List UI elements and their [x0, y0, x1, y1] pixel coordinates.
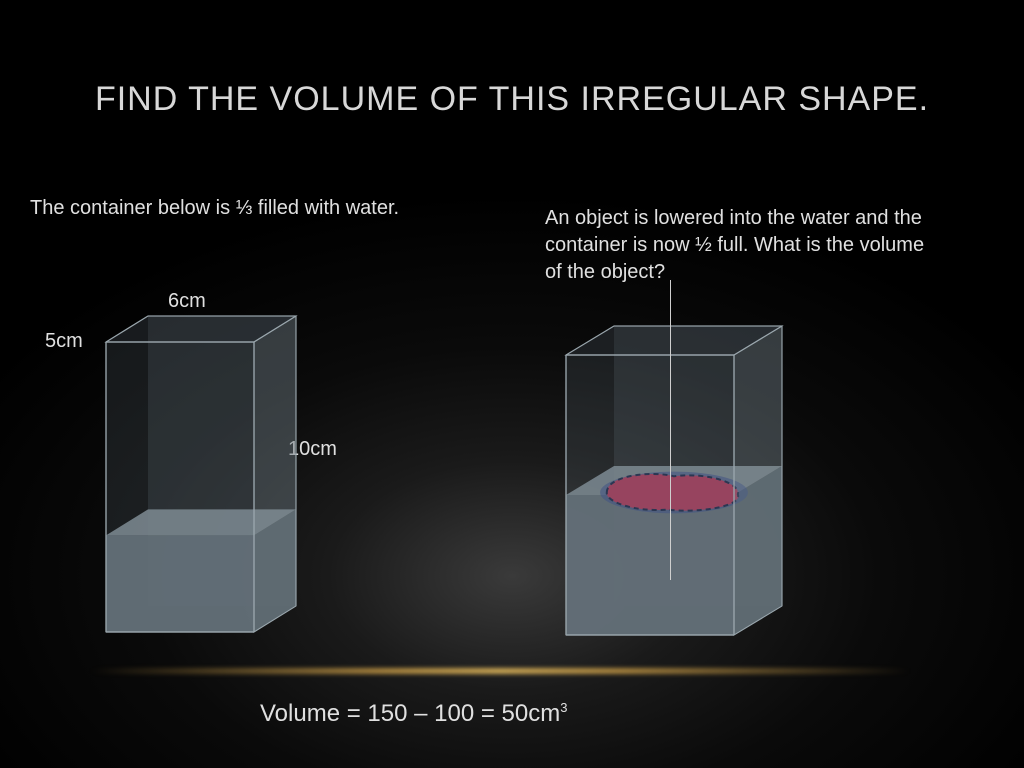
answer-value: Volume = 150 – 100 = 50cm: [260, 700, 560, 727]
answer-exponent: 3: [560, 700, 567, 715]
lowering-string: [670, 280, 671, 580]
dimension-depth-label: 5cm: [45, 330, 83, 353]
left-caption: The container below is ⅓ filled with wat…: [30, 195, 410, 222]
answer-text: Volume = 150 – 100 = 50cm3: [260, 700, 567, 728]
left-container-diagram: [100, 310, 302, 638]
floor-glow: [90, 668, 910, 674]
right-caption: An object is lowered into the water and …: [545, 205, 925, 286]
right-container-diagram: [560, 320, 788, 641]
slide-title: FIND THE VOLUME OF THIS IRREGULAR SHAPE.: [0, 80, 1024, 119]
